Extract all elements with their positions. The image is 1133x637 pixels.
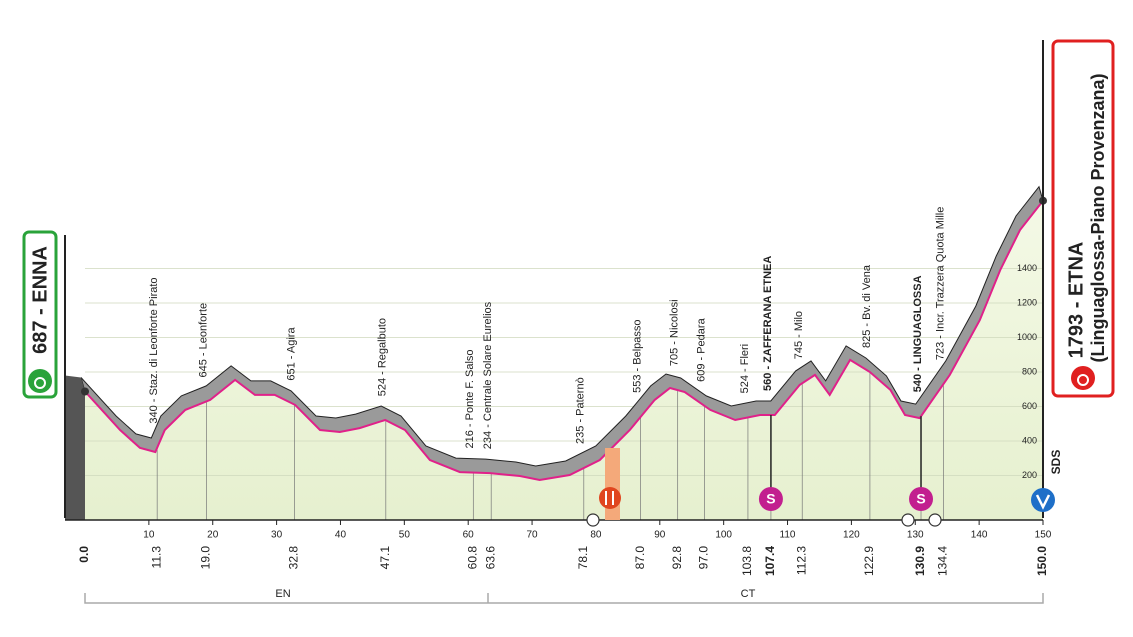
x-tick-label: 20 xyxy=(207,530,219,541)
service-icon xyxy=(586,513,600,527)
x-tick-label: 100 xyxy=(715,530,732,541)
km-label: 78.1 xyxy=(576,546,590,570)
x-tick-label: 30 xyxy=(271,530,283,541)
place-label: 524 - Regalbuto xyxy=(377,318,389,396)
kom-glyph xyxy=(1035,494,1051,510)
x-tick-label: 90 xyxy=(654,530,666,541)
feed-icon xyxy=(599,487,621,509)
km-label: 97.0 xyxy=(697,546,711,570)
profile-area xyxy=(85,200,1043,520)
finish-sublabel: (Linguaglossa-Piano Provenzana) xyxy=(1088,73,1108,362)
x-tick-label: 50 xyxy=(399,530,411,541)
y-tick-label: 400 xyxy=(1022,435,1037,445)
finish-note: SDS xyxy=(1049,450,1063,475)
plot-layer: 200 400 600 800 1000 1200 1400 10 20 30 40 50 60 70 80… xyxy=(65,185,1052,576)
y-tick-label: 600 xyxy=(1022,401,1037,411)
x-tick-label: 60 xyxy=(463,530,475,541)
x-tick-label: 70 xyxy=(527,530,539,541)
place-label: 235 - Paternò xyxy=(575,377,587,444)
finish-icon-glyph xyxy=(1077,374,1089,386)
feed-glyph xyxy=(605,491,614,505)
x-tick-label: 150 xyxy=(1035,530,1052,541)
km-label: 60.8 xyxy=(465,546,479,570)
sprint-icon xyxy=(909,487,934,511)
start-label: 687 - ENNA xyxy=(29,246,51,354)
x-tick-label: 120 xyxy=(843,530,860,541)
region-label: CT xyxy=(741,588,756,600)
x-tick-label: 10 xyxy=(143,530,155,541)
km-label: 63.6 xyxy=(483,546,497,570)
place-label: 560 - ZAFFERANA ETNEA xyxy=(762,256,774,391)
profile-line xyxy=(84,200,1044,482)
km-label: 32.8 xyxy=(287,546,301,570)
x-tick-label: 130 xyxy=(907,530,924,541)
place-label: 234 - Centrale Solare Eurelios xyxy=(482,301,494,449)
sprint-symbol: S xyxy=(766,491,775,507)
km-label: 0.0 xyxy=(77,546,91,563)
place-label: 745 - Milo xyxy=(793,311,805,359)
place-label: 609 - Pedara xyxy=(695,317,707,381)
x-tick-label: 140 xyxy=(971,530,988,541)
km-label: 87.0 xyxy=(633,546,647,570)
km-label: 92.8 xyxy=(670,546,684,570)
y-tick-label: 1000 xyxy=(1017,332,1037,342)
start-icon xyxy=(28,369,52,393)
region-label: EN xyxy=(275,588,290,600)
finish-box xyxy=(1051,39,1115,398)
km-label: 150.0 xyxy=(1035,546,1049,576)
y-tick-label: 1200 xyxy=(1017,297,1037,307)
place-label: 645 - Leonforte xyxy=(197,303,209,378)
finish-label: 1793 - ETNA xyxy=(1065,242,1087,359)
km-label: 103.8 xyxy=(740,546,754,576)
start-box xyxy=(22,230,58,399)
y-tick-label: 1400 xyxy=(1017,263,1037,273)
start-block xyxy=(65,375,85,520)
km-label: 11.3 xyxy=(149,546,163,569)
place-label: 651 - Agira xyxy=(285,327,297,381)
y-tick-label: 200 xyxy=(1022,470,1037,480)
km-label: 107.4 xyxy=(763,546,777,576)
sprint-symbol: S xyxy=(916,491,925,507)
x-tick-label: 80 xyxy=(590,530,602,541)
region-bracket xyxy=(84,593,1044,604)
km-label: 47.1 xyxy=(378,546,392,570)
km-label: 112.3 xyxy=(794,546,808,575)
sprint-icon xyxy=(758,487,783,511)
service-icon xyxy=(928,513,942,527)
x-tick-label: 110 xyxy=(780,530,796,541)
km-label: 134.4 xyxy=(936,546,950,576)
place-label: 723 - Incr. Trazzera Quota Mille xyxy=(934,207,946,360)
place-label: 553 - Belpasso xyxy=(632,319,644,392)
kom-icon xyxy=(1031,488,1055,512)
service-icon xyxy=(901,513,915,527)
start-icon-glyph xyxy=(34,377,46,389)
y-tick-label: 800 xyxy=(1022,366,1037,376)
finish-icon xyxy=(1071,366,1095,390)
x-tick-label: 40 xyxy=(335,530,347,541)
km-label: 130.9 xyxy=(913,546,927,576)
km-label: 122.9 xyxy=(862,546,876,576)
place-label: 340 - Staz. di Leonforte Pirato xyxy=(148,277,160,423)
place-label: 705 - Nicolosi xyxy=(669,299,681,366)
km-label: 19.0 xyxy=(199,546,213,570)
feed-zone xyxy=(605,448,620,520)
place-label: 825 - Bv. di Vena xyxy=(861,264,873,348)
place-label: 540 - LINGUAGLOSSA xyxy=(912,275,924,392)
place-label: 216 - Ponte F. Salso xyxy=(464,349,476,448)
start-point xyxy=(81,387,89,396)
place-label: 524 - Fleri xyxy=(739,344,751,394)
